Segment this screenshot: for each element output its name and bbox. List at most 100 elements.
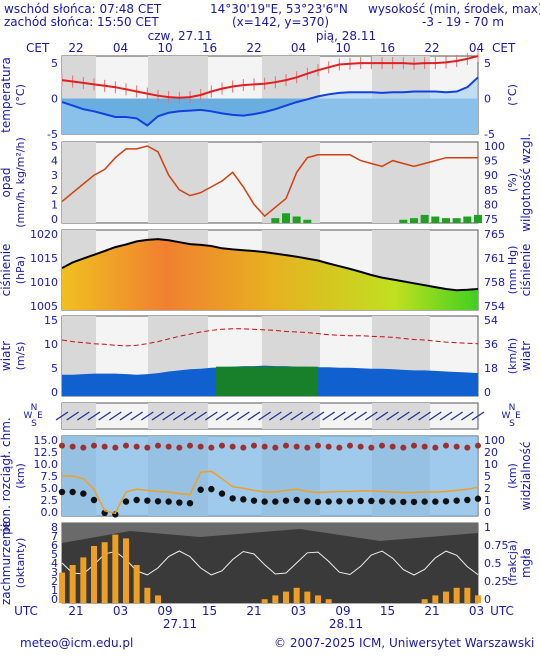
cloud-base-dot-37 bbox=[453, 497, 460, 504]
bottom-hour-3: 15 bbox=[202, 604, 217, 618]
sunrise-text: wschód słońca: 07:48 CET bbox=[4, 2, 162, 16]
left-unit-precip: (mm/h, kg/m²/h) bbox=[14, 137, 27, 228]
top-hour-1: 04 bbox=[113, 41, 128, 55]
right-tick-wind-1: 36 bbox=[484, 338, 498, 351]
cloud-base-dot-32 bbox=[400, 498, 407, 506]
wind-arrow-25 bbox=[322, 411, 336, 421]
fog-bar-9 bbox=[155, 595, 161, 603]
wind-arrow-20 bbox=[268, 411, 282, 421]
right-label-pressure: ciśnienie bbox=[519, 244, 533, 297]
night-band-precip-1 bbox=[148, 142, 208, 223]
cloud-base-dot-39 bbox=[474, 495, 482, 502]
coords-text: 14°30'19"E, 53°23'6"N bbox=[210, 2, 348, 16]
wind-gust-line bbox=[61, 328, 479, 347]
left-tick-precip-5: 0 bbox=[51, 213, 58, 226]
left-tick-clouds-4: 4 bbox=[51, 557, 58, 570]
wind-arrow-18 bbox=[247, 411, 261, 421]
left-tick-visibility-0: 15.0 bbox=[34, 434, 59, 447]
footer-copyright: © 2007-2025 ICM, Uniwersytet Warszawski bbox=[274, 636, 535, 650]
right-tick-precip-1: 95 bbox=[484, 155, 498, 168]
wind-arrow-26 bbox=[332, 411, 346, 421]
cloud-base-dot-14 bbox=[208, 485, 215, 493]
bottom-hour-2: 09 bbox=[157, 604, 172, 618]
top-hour-6: 10 bbox=[335, 41, 350, 55]
fog-bar-25 bbox=[325, 599, 332, 603]
cloud-top-dot-9 bbox=[155, 442, 161, 449]
right-unit-wind: (km/h) bbox=[506, 338, 519, 374]
bottom-hour-1: 03 bbox=[113, 604, 128, 618]
cloud-top-dot-28 bbox=[357, 443, 364, 450]
right-unit-visibility: (km) bbox=[506, 463, 519, 489]
cloud-base-dot-16 bbox=[229, 495, 236, 502]
temp-left-tick-0: 5 bbox=[51, 57, 58, 70]
footer-email[interactable]: meteo@icm.edu.pl bbox=[20, 636, 134, 650]
fog-bar-21 bbox=[283, 591, 289, 603]
right-label-clouds: mgła bbox=[519, 548, 533, 578]
precip-bar-35 bbox=[431, 216, 440, 223]
cloud-white-line bbox=[61, 550, 479, 576]
cloud-top-dot-32 bbox=[400, 444, 407, 451]
precip-bar-21 bbox=[282, 213, 290, 223]
fog-bar-24 bbox=[315, 595, 321, 603]
cloud-top-dot-0 bbox=[59, 442, 65, 449]
left-tick-precip-1: 4 bbox=[51, 155, 58, 168]
cloud-base-dot-35 bbox=[432, 498, 439, 505]
cloud-base-dot-25 bbox=[325, 498, 332, 505]
top-hour-5: 04 bbox=[291, 41, 306, 55]
fog-bar-39 bbox=[475, 595, 481, 603]
left-tick-clouds-7: 1 bbox=[51, 584, 58, 597]
bottom-date-0: 27.11 bbox=[163, 617, 197, 631]
right-label-wind: wiatr bbox=[519, 341, 533, 371]
cloud-top-dot-25 bbox=[325, 443, 332, 450]
temp-max-line bbox=[61, 55, 479, 99]
bottom-hour-7: 15 bbox=[380, 604, 395, 618]
cloud-top-dot-1 bbox=[69, 443, 76, 450]
wind-arrow-16 bbox=[226, 411, 240, 421]
fog-bar-38 bbox=[464, 587, 471, 603]
bottom-hour-6: 09 bbox=[335, 604, 350, 618]
precip-bar-23 bbox=[303, 219, 312, 223]
wind-arrow-6 bbox=[119, 411, 133, 421]
left-tick-visibility-2: 10.0 bbox=[34, 458, 59, 471]
cloud-base-dot-15 bbox=[218, 490, 226, 497]
cloud-top-dot-17 bbox=[240, 444, 247, 451]
left-tick-precip-3: 2 bbox=[51, 184, 58, 197]
right-tick-precip-5: 75 bbox=[484, 213, 498, 226]
left-tick-pressure-3: 1005 bbox=[30, 300, 58, 313]
left-label-visibility: pion. rozciągł. chm. bbox=[0, 417, 13, 535]
left-label-clouds: zachmurzenie bbox=[0, 521, 13, 605]
top-hour-7: 16 bbox=[380, 41, 395, 55]
wind-arrow-35 bbox=[428, 411, 442, 421]
fog-bar-8 bbox=[144, 587, 151, 603]
right-tick-precip-0: 100 bbox=[484, 140, 505, 153]
cloud-top-dot-5 bbox=[112, 444, 119, 451]
cloud-top-dot-10 bbox=[165, 443, 172, 450]
wind-arrow-36 bbox=[439, 411, 453, 421]
cloud-top-dot-37 bbox=[453, 443, 460, 450]
cloud-top-dot-6 bbox=[123, 442, 129, 449]
temp-right-tick-1: 0 bbox=[484, 93, 491, 106]
cloud-top-dot-21 bbox=[283, 442, 289, 449]
right-tick-precip-2: 90 bbox=[484, 169, 498, 182]
right-tick-wind-2: 18 bbox=[484, 362, 498, 375]
wind-arrow-15 bbox=[215, 411, 229, 421]
cloud-base-dot-17 bbox=[240, 496, 247, 503]
compass-left-s: S bbox=[31, 419, 37, 429]
cloud-top-dot-27 bbox=[347, 442, 353, 449]
top-hour-3: 16 bbox=[202, 41, 217, 55]
precip-bar-36 bbox=[442, 218, 450, 223]
sunset-text: zachód słońca: 15:50 CET bbox=[4, 15, 159, 29]
temp-left-tick-1: 0 bbox=[51, 93, 58, 106]
left-tick-visibility-3: 7.5 bbox=[41, 470, 59, 483]
wind-arrow-0 bbox=[55, 411, 69, 421]
cloud-top-dot-22 bbox=[293, 443, 300, 450]
compass-left-w: W bbox=[24, 411, 33, 421]
left-unit-temperature: (°C) bbox=[14, 84, 27, 106]
cloud-base-dot-20 bbox=[272, 498, 279, 505]
wind-arrow-29 bbox=[364, 411, 378, 421]
wind-arrow-30 bbox=[375, 411, 389, 421]
cloud-base-dot-30 bbox=[378, 498, 386, 505]
temp-left-tick-2: -5 bbox=[47, 128, 58, 141]
right-label-precip: wilgotność wzgl. bbox=[519, 133, 533, 232]
right-tick-pressure-2: 758 bbox=[484, 276, 505, 289]
